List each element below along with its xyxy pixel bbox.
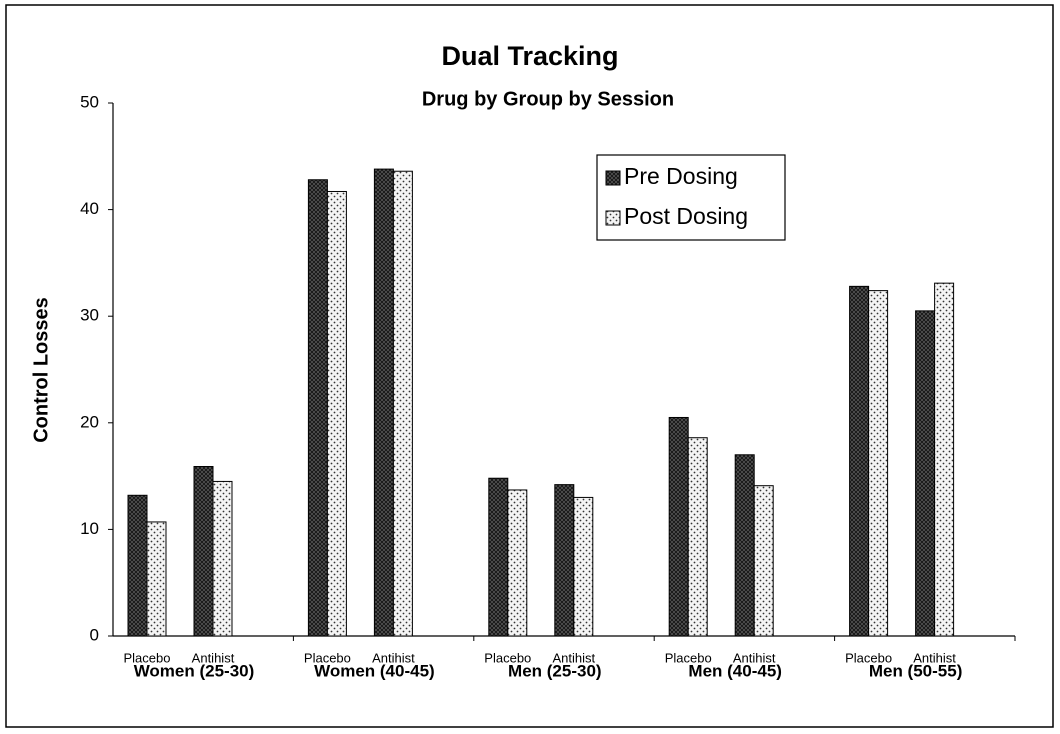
bar (668, 416, 689, 637)
legend-label: Pre Dosing (624, 163, 738, 189)
bar (734, 454, 755, 637)
legend-swatch (605, 210, 621, 226)
bar (573, 496, 594, 637)
bar (392, 170, 413, 637)
legend-label: Post Dosing (624, 203, 748, 229)
x-tick-label: Antihist (733, 650, 776, 665)
bar (687, 437, 708, 637)
bar (554, 484, 575, 637)
x-tick-label: Antihist (913, 650, 956, 665)
x-tick-label: Placebo (124, 650, 171, 665)
y-axis-label: Control Losses (30, 297, 52, 443)
y-tick-label: 20 (80, 412, 99, 431)
group-label: Women (25-30) (134, 661, 255, 680)
x-tick-label: Antihist (372, 650, 415, 665)
bar (849, 285, 870, 637)
group-label: Women (40-45) (314, 661, 435, 680)
bar (127, 494, 148, 637)
bar (507, 489, 528, 637)
y-tick-label: 10 (80, 519, 99, 538)
chart-subtitle: Drug by Group by Session (422, 88, 674, 110)
bar (915, 310, 936, 637)
y-tick-label: 40 (80, 199, 99, 218)
bar (146, 521, 167, 637)
bar (193, 466, 214, 637)
legend-swatch (605, 170, 621, 186)
x-tick-label: Placebo (665, 650, 712, 665)
bar (307, 179, 328, 637)
legend-box (596, 154, 786, 241)
x-tick-label: Antihist (552, 650, 595, 665)
bar (934, 282, 955, 637)
frame (5, 4, 1054, 728)
group-label: Men (40-45) (688, 661, 782, 680)
y-tick-label: 30 (80, 306, 99, 325)
bar (753, 485, 774, 637)
x-tick-label: Placebo (845, 650, 892, 665)
y-tick-label: 0 (90, 625, 99, 644)
chart-title: Dual Tracking (441, 41, 618, 71)
bar (326, 190, 347, 637)
group-label: Men (50-55) (869, 661, 963, 680)
x-tick-label: Placebo (484, 650, 531, 665)
y-tick-label: 50 (80, 92, 99, 111)
bar (868, 290, 889, 637)
bar (212, 480, 233, 637)
bar (488, 477, 509, 637)
bar (373, 168, 394, 637)
group-label: Men (25-30) (508, 661, 602, 680)
x-tick-label: Antihist (192, 650, 235, 665)
x-tick-label: Placebo (304, 650, 351, 665)
